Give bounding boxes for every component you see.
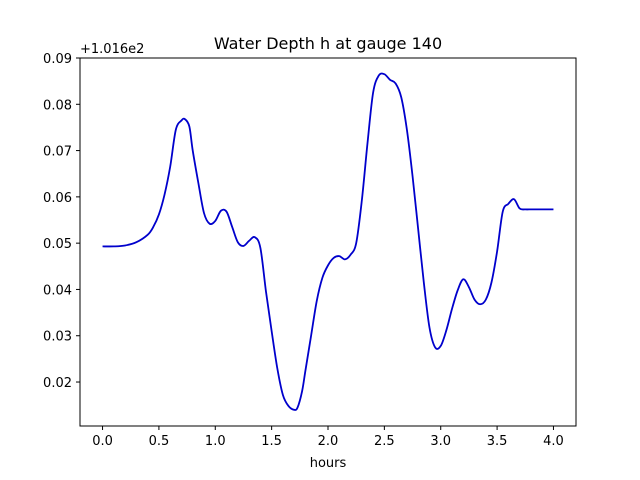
y-axis-offset-label: +1.016e2 <box>80 42 144 57</box>
plot-frame <box>79 57 577 427</box>
y-tick-label: 0.06 <box>43 191 72 206</box>
series-line <box>102 72 554 411</box>
plot-area <box>102 72 554 411</box>
y-tick-label: 0.08 <box>43 98 72 113</box>
x-tick-label: 0.5 <box>149 434 170 449</box>
y-tick-label: 0.07 <box>43 145 72 160</box>
x-tick-label: 3.0 <box>430 434 451 449</box>
y-tick-label: 0.09 <box>43 52 72 67</box>
x-tick-label: 4.0 <box>543 434 564 449</box>
x-tick-label: 0.0 <box>92 434 113 449</box>
x-tick-label: 1.5 <box>261 434 282 449</box>
y-tick-label: 0.04 <box>43 283 72 298</box>
x-tick-label: 2.0 <box>318 434 339 449</box>
x-tick-label: 1.0 <box>205 434 226 449</box>
y-tick-label: 0.05 <box>43 237 72 252</box>
y-tick-label: 0.02 <box>43 376 72 391</box>
y-axis: 0.02 0.03 0.04 0.05 0.06 0.07 0.08 0.09 <box>43 52 80 391</box>
x-axis-label: hours <box>310 456 347 471</box>
y-tick-label: 0.03 <box>43 330 72 345</box>
chart-title: Water Depth h at gauge 140 <box>214 34 442 53</box>
x-axis: 0.0 0.5 1.0 1.5 2.0 2.5 3.0 3.5 4.0 <box>92 426 564 449</box>
x-tick-label: 2.5 <box>374 434 395 449</box>
x-tick-label: 3.5 <box>487 434 508 449</box>
